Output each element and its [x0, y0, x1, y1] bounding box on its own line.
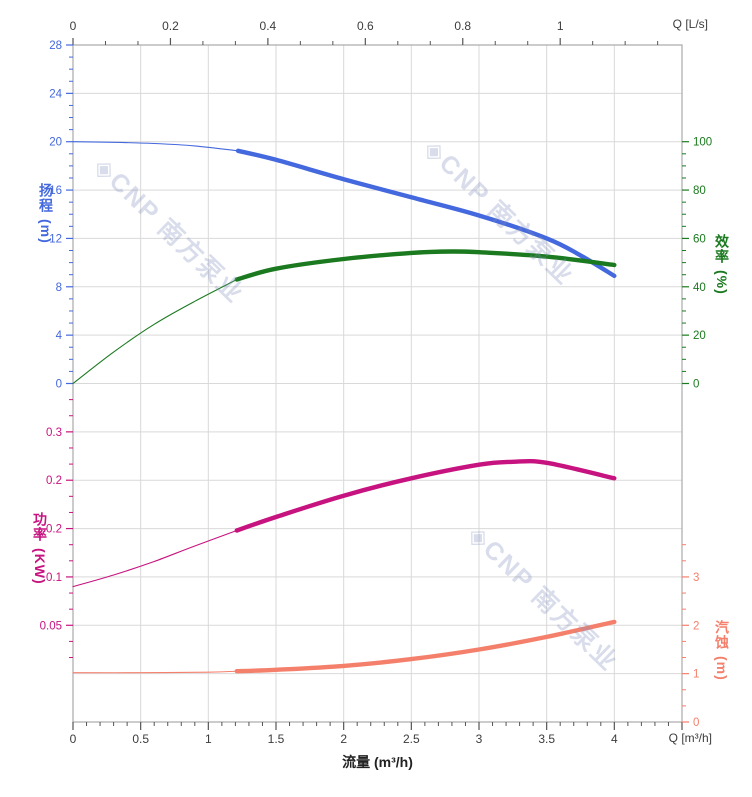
head-axis-tick-label: 24 [49, 88, 62, 100]
power-axis-tick-label: 0.2 [46, 475, 62, 487]
bottom-axis-tick-label: 2 [340, 732, 347, 746]
efficiency-axis-unit: (%) [714, 270, 730, 295]
head-axis-tick-label: 0 [56, 379, 62, 391]
head-axis-tick-label: 28 [49, 40, 62, 52]
power-axis-title-text: 功率 [32, 512, 48, 542]
power-axis-tick-label: 0.2 [46, 524, 62, 536]
series-curves [72, 141, 617, 674]
efficiency-axis-tick-label: 80 [693, 185, 706, 197]
efficiency-axis-tick-label: 40 [693, 282, 706, 294]
top-axis-tick-label: 0.6 [357, 19, 374, 33]
top-axis-tick-label: 0.2 [162, 19, 179, 33]
npsh-axis-title: 汽蚀 (m) [712, 620, 732, 681]
bottom-axis-tick-label: 2.5 [403, 732, 420, 746]
npsh-axis-tick-label: 2 [693, 620, 699, 632]
power-axis-tick-label: 0.05 [40, 620, 62, 632]
bottom-axis-tick-label: 1 [205, 732, 212, 746]
flow-axis-title: 流量 (m³/h) [342, 754, 413, 770]
npsh-curve-thin [72, 670, 238, 674]
efficiency-axis-tick-label: 100 [693, 137, 712, 149]
head-axis-ticks: 0 4 8 12 16 20 24 28 [49, 40, 73, 391]
bottom-axis-tick-label: 4 [611, 732, 618, 746]
top-axis-tick-label: 0.4 [260, 19, 277, 33]
npsh-axis-title-text: 汽蚀 [714, 620, 730, 650]
head-axis-tick-label: 20 [49, 137, 62, 149]
top-axis-tick-label: 0.8 [454, 19, 471, 33]
power-axis-unit: (KW) [32, 548, 48, 585]
npsh-curve [234, 619, 617, 674]
efficiency-axis-ticks: 0 20 40 60 80 100 [682, 137, 712, 391]
power-axis-title: 功率 (KW) [30, 512, 50, 585]
bottom-axis-tick-label: 1.5 [268, 732, 285, 746]
efficiency-axis-title: 效率 (%) [712, 234, 732, 295]
bottom-axis-tick-label: 3.5 [538, 732, 555, 746]
efficiency-curve [234, 249, 617, 282]
head-curve-thin [72, 141, 239, 152]
head-curve [235, 148, 617, 279]
power-axis-tick-label: 0.3 [46, 427, 62, 439]
head-axis-tick-label: 12 [49, 233, 62, 245]
bottom-axis-unit-label: Q [m³/h] [668, 731, 712, 745]
efficiency-curve-thin [72, 278, 238, 385]
npsh-axis-tick-label: 1 [693, 669, 699, 681]
npsh-axis-tick-label: 0 [693, 717, 699, 729]
power-axis-ticks: 0.3 0.2 0.2 0.1 0.05 [40, 399, 73, 659]
efficiency-axis-tick-label: 60 [693, 233, 706, 245]
head-axis-tick-label: 4 [56, 330, 63, 342]
top-axis-tick-label: 1 [557, 19, 564, 33]
bottom-axis-ticks: 0 0.5 1 1.5 2 2.5 3 3.5 4 [70, 722, 683, 746]
bottom-axis-tick-label: 3 [476, 732, 483, 746]
head-axis-tick-label: 8 [56, 282, 62, 294]
top-axis-tick-label: 0 [70, 19, 77, 33]
horizontal-gridlines [73, 92, 682, 675]
efficiency-axis-title-text: 效率 [714, 234, 730, 264]
head-axis-unit: (m) [38, 219, 54, 244]
top-axis-unit-label: Q [L/s] [672, 17, 708, 31]
head-axis-tick-label: 16 [49, 185, 62, 197]
efficiency-axis-tick-label: 0 [693, 379, 699, 391]
head-axis-title-text: 扬程 [38, 183, 54, 213]
npsh-axis-tick-label: 3 [693, 572, 699, 584]
power-curve [234, 458, 617, 533]
bottom-axis-tick-label: 0.5 [132, 732, 149, 746]
head-axis-title: 扬程 (m) [36, 183, 56, 244]
top-axis-ticks: 0 0.2 0.4 0.6 0.8 1 [70, 19, 659, 45]
power-curve-thin [72, 529, 238, 588]
bottom-axis-tick-label: 0 [70, 732, 77, 746]
npsh-axis-ticks: 3 2 1 0 [682, 544, 699, 729]
efficiency-axis-tick-label: 20 [693, 330, 706, 342]
power-axis-tick-label: 0.1 [46, 572, 62, 584]
npsh-axis-unit: (m) [714, 656, 730, 681]
